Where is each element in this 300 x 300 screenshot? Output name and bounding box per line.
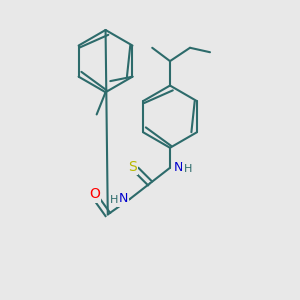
Text: H: H <box>184 164 192 174</box>
Text: N: N <box>118 192 128 206</box>
Text: S: S <box>128 160 136 174</box>
Text: H: H <box>110 195 118 205</box>
Text: N: N <box>174 161 184 174</box>
Text: O: O <box>89 188 100 201</box>
